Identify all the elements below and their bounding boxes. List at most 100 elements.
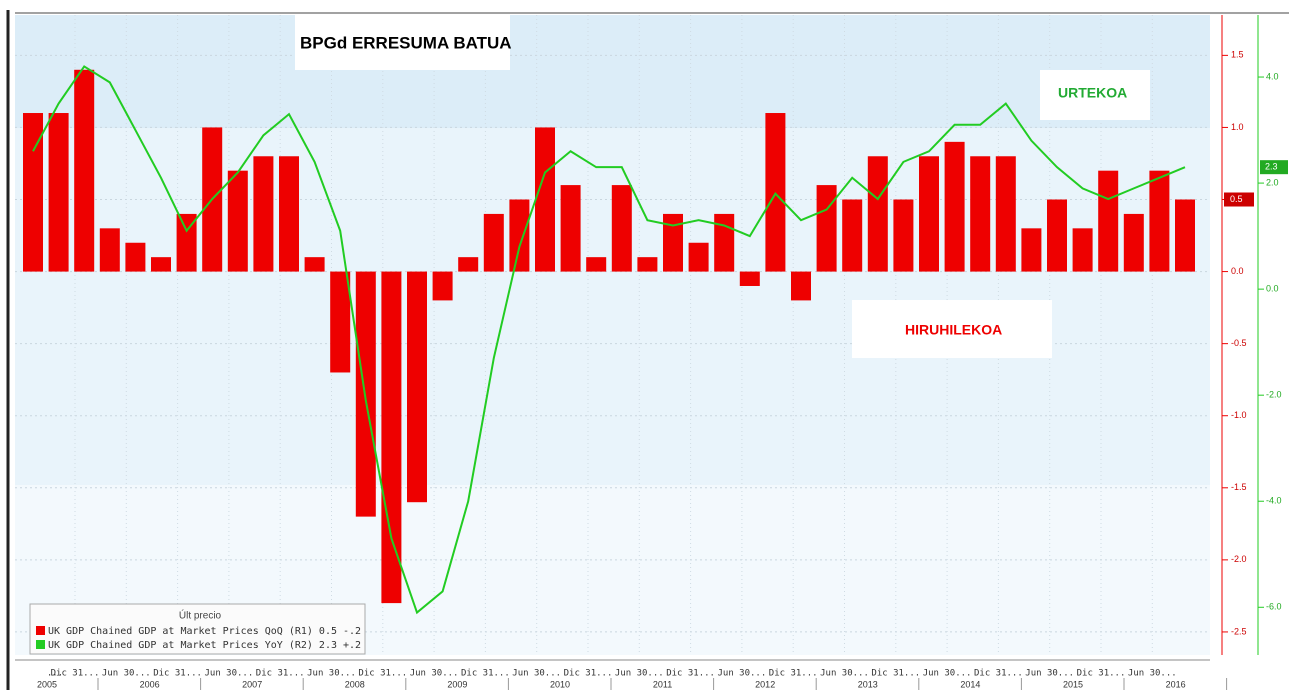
y2-tick-label: 0.0 <box>1266 284 1279 294</box>
bar <box>1047 199 1067 272</box>
legend-label: UK GDP Chained GDP at Market Prices YoY … <box>48 640 361 651</box>
year-label: 2014 <box>960 679 980 689</box>
last-badge <box>1260 160 1288 175</box>
bar <box>1098 170 1119 272</box>
bar <box>970 156 991 272</box>
bar <box>176 213 197 272</box>
bar <box>688 242 709 272</box>
bar <box>637 257 658 272</box>
y-tick-label: -1.0 <box>1231 410 1247 420</box>
year-label: 2015 <box>1063 679 1083 689</box>
legend <box>29 603 366 655</box>
bar <box>714 213 735 272</box>
y-tick-label: 0.0 <box>1231 266 1244 276</box>
year-label: 2013 <box>858 679 878 689</box>
band-top <box>15 15 1210 128</box>
bar <box>227 170 248 272</box>
year-label: 2009 <box>447 679 467 689</box>
bar <box>1175 199 1195 272</box>
bar <box>1072 228 1093 272</box>
title-box <box>295 15 510 70</box>
year-label: 2005 <box>37 679 57 689</box>
bar <box>99 228 120 272</box>
y-tick-label: -2.5 <box>1231 626 1247 636</box>
bar <box>535 127 555 272</box>
year-label: 2007 <box>242 679 262 689</box>
x-tick-label: Jun 30... <box>410 669 459 679</box>
chart-title: BPGd ERRESUMA BATUA <box>300 33 512 52</box>
bar <box>893 199 914 272</box>
y-tick-label: -1.5 <box>1231 482 1247 492</box>
bar <box>1021 228 1042 272</box>
bar <box>560 185 581 272</box>
legend-swatch <box>36 640 45 649</box>
x-tick-label: Dic 31... <box>769 669 818 679</box>
y2-tick-label: -2.0 <box>1266 390 1282 400</box>
year-label: 2006 <box>140 679 160 689</box>
bar <box>458 257 479 272</box>
bar <box>739 271 760 286</box>
bar <box>151 257 171 272</box>
y2-tick-label: -4.0 <box>1266 496 1282 506</box>
year-label: 2010 <box>550 679 570 689</box>
x-tick-label: Dic 31... <box>153 669 202 679</box>
bar <box>330 271 351 373</box>
bar <box>842 199 863 272</box>
x-tick-label: Dic 31... <box>974 669 1023 679</box>
bar <box>791 271 811 301</box>
bar <box>48 113 69 272</box>
legend-swatch <box>36 626 45 635</box>
legend-label: UK GDP Chained GDP at Market Prices QoQ … <box>48 626 361 637</box>
bar <box>74 69 95 272</box>
bar <box>944 141 965 272</box>
x-tick-label: Jun 30... <box>718 669 767 679</box>
y-tick-label: -2.0 <box>1231 554 1247 564</box>
x-tick-label: Jun 30... <box>205 669 254 679</box>
bar <box>253 156 274 272</box>
x-tick-label: Jun 30... <box>1128 669 1177 679</box>
y2-tick-label: 4.0 <box>1266 71 1279 81</box>
line <box>32 65 1186 615</box>
bar <box>279 156 299 272</box>
year-label: 2012 <box>755 679 775 689</box>
x-tick-label: Dic 31... <box>51 669 100 679</box>
bar <box>304 257 325 272</box>
bar <box>586 257 607 272</box>
year-label: 2016 <box>1166 679 1186 689</box>
x-tick-label: Jun 30... <box>102 669 151 679</box>
bar <box>919 156 939 272</box>
x-tick-label: Jun 30... <box>820 669 869 679</box>
x-tick-label: Dic 31... <box>461 669 510 679</box>
bar <box>23 113 43 272</box>
annotation-box <box>852 300 1052 358</box>
bar <box>407 271 427 503</box>
x-tick-label: Dic 31... <box>256 669 305 679</box>
y-tick-label: 1.0 <box>1231 122 1244 132</box>
y-tick-label: -0.5 <box>1231 338 1247 348</box>
x-tick-label: Jun 30... <box>1025 669 1074 679</box>
y-tick-label: 1.5 <box>1231 50 1244 60</box>
bar <box>663 213 683 272</box>
bar <box>867 156 888 272</box>
bar <box>816 185 837 272</box>
year-label: 2008 <box>345 679 365 689</box>
x-tick-label: ... <box>47 669 63 679</box>
bar <box>125 242 146 272</box>
last-badge <box>1224 192 1254 207</box>
bar <box>1123 213 1144 272</box>
bar <box>995 156 1016 272</box>
last-value-label: 2.3 <box>1265 162 1278 172</box>
y2-tick-label: -6.0 <box>1266 602 1282 612</box>
bar <box>432 271 453 301</box>
bar <box>1149 170 1170 272</box>
x-tick-label: Dic 31... <box>1077 669 1126 679</box>
legend-title: Últ precio <box>179 609 222 622</box>
bar <box>483 213 504 272</box>
x-tick-label: Jun 30... <box>923 669 972 679</box>
annotation: URTEKOA <box>1058 85 1127 101</box>
x-tick-label: Dic 31... <box>564 669 613 679</box>
x-tick-label: Jun 30... <box>512 669 561 679</box>
y2-tick-label: 2.0 <box>1266 177 1279 187</box>
annotation: HIRUHILEKOA <box>905 322 1002 338</box>
